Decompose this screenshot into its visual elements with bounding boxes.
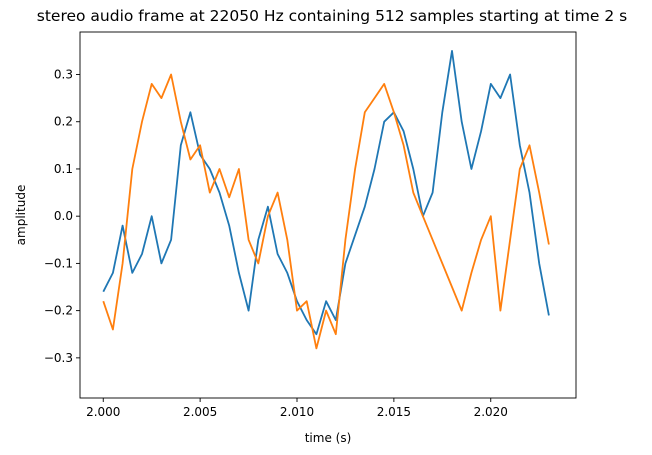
x-tick-label: 2.010 <box>280 405 314 419</box>
y-tick-label: 0.2 <box>54 115 73 129</box>
y-tick-label: 0.3 <box>54 68 73 82</box>
series-layer <box>102 50 550 350</box>
x-tick-label: 2.000 <box>86 405 120 419</box>
y-tick-label: 0.0 <box>54 209 73 223</box>
y-tick-label: −0.1 <box>44 256 73 270</box>
series-line-1 <box>102 50 550 336</box>
series-line-2 <box>102 73 550 350</box>
plot-area <box>79 31 577 399</box>
y-tick-label: 0.1 <box>54 162 73 176</box>
x-tick-label: 2.015 <box>377 405 411 419</box>
y-axis-label: amplitude <box>14 185 28 246</box>
x-axis: 2.000 2.005 2.010 2.015 2.020 <box>86 398 508 419</box>
y-tick-label: −0.2 <box>44 304 73 318</box>
x-tick-label: 2.005 <box>183 405 217 419</box>
chart-title: stereo audio frame at 22050 Hz containin… <box>37 7 628 25</box>
y-tick-label: −0.3 <box>44 351 73 365</box>
x-tick-label: 2.020 <box>474 405 508 419</box>
y-axis: −0.3 −0.2 −0.1 0.0 0.1 0.2 0.3 <box>44 68 80 365</box>
x-axis-label: time (s) <box>305 431 352 445</box>
